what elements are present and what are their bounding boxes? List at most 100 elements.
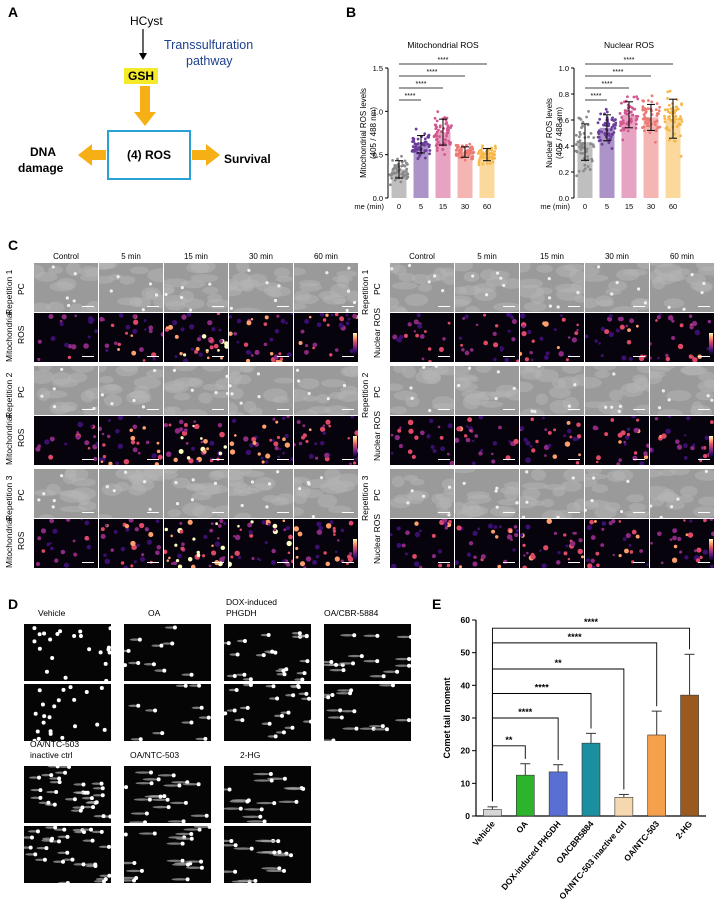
data-point [641, 117, 645, 121]
cell-signal [432, 448, 437, 453]
comet-tail [290, 685, 299, 689]
rounded-cell [495, 505, 499, 509]
scale-bar [438, 306, 450, 307]
comet-assay-image [24, 684, 111, 741]
scale-bar [342, 409, 354, 410]
significance-label: ** [505, 735, 513, 745]
cell-signal [395, 337, 400, 342]
comet-tail [280, 711, 289, 714]
comet-tail [395, 657, 410, 661]
cell-signal [168, 324, 174, 330]
comet-head [84, 690, 89, 695]
cell-shape [59, 490, 88, 503]
scale-bar [212, 409, 224, 410]
cell-signal [216, 313, 221, 316]
comet-field [32, 626, 111, 681]
ros-fluorescence-image [99, 313, 163, 362]
cell-signal [398, 334, 404, 340]
cell-signal [650, 541, 653, 545]
cell-signal [295, 546, 299, 551]
cell-shape [497, 499, 519, 506]
data-point [441, 148, 445, 151]
comet-head [181, 819, 186, 823]
treatment-label: OA [148, 608, 161, 618]
cell-signal [628, 356, 633, 361]
comet-head [273, 734, 278, 739]
phase-contrast-image [455, 366, 519, 415]
cell-signal [269, 337, 274, 342]
scale-bar [698, 459, 710, 460]
cell-signal [429, 418, 434, 424]
comet-tail [242, 684, 251, 687]
comet-head [91, 805, 96, 810]
cell-shape [165, 383, 185, 392]
cell-signal [141, 553, 145, 557]
comet-tail [299, 659, 308, 663]
comet-tail [99, 874, 110, 877]
cell-signal [349, 462, 352, 465]
comet-head [189, 831, 194, 836]
cell-signal [600, 326, 606, 332]
cell-shape [47, 265, 63, 275]
comet-tail [57, 881, 68, 883]
cell-signal [424, 330, 427, 333]
cell-signal [618, 520, 622, 523]
cell-signal [541, 563, 547, 568]
phase-contrast-image [520, 366, 584, 415]
cell-signal [711, 531, 714, 537]
comet-tail [265, 869, 284, 873]
comet-head [234, 687, 239, 692]
comet-head [94, 800, 99, 805]
cell-shape [294, 303, 307, 310]
comet-head [185, 877, 190, 882]
cell-signal [474, 434, 479, 438]
phase-contrast-image [650, 366, 714, 415]
data-point [448, 142, 452, 146]
cell-signal [37, 339, 42, 344]
cell-signal [446, 452, 450, 456]
cell-signal [492, 441, 498, 446]
cell-shape [134, 297, 151, 308]
data-point [435, 130, 439, 134]
data-point [663, 120, 667, 124]
cell-signal [569, 435, 573, 439]
data-point [490, 151, 494, 155]
data-point [654, 123, 657, 127]
cell-signal [692, 357, 698, 362]
data-point [611, 116, 614, 120]
cell-shape [440, 267, 454, 277]
comet-head [272, 801, 277, 806]
data-point [468, 146, 472, 150]
comet-tail [162, 642, 173, 645]
cell-shape [591, 484, 609, 493]
image-texture [520, 519, 584, 568]
comet-tail [30, 788, 41, 792]
comet-head [258, 814, 263, 819]
cell-signal [297, 531, 303, 537]
cell-signal [174, 543, 178, 547]
cell-shape [273, 377, 293, 384]
image-texture [99, 469, 163, 518]
cell-signal [284, 433, 289, 439]
cell-signal [350, 416, 355, 419]
rounded-cell [636, 287, 641, 291]
rounded-cell [295, 368, 300, 372]
comet-head [55, 766, 60, 769]
cell-signal [298, 441, 303, 446]
cell-signal [302, 424, 306, 428]
cell-signal [660, 561, 664, 565]
cell-shape [34, 302, 51, 312]
comet-head [199, 865, 204, 870]
cell-signal [447, 423, 453, 429]
comet-tail [363, 634, 378, 638]
rounded-cell [51, 505, 55, 509]
significance-label: **** [584, 617, 599, 627]
cell-signal [129, 428, 133, 433]
rounded-cell [548, 304, 552, 308]
cell-signal [224, 343, 228, 349]
cell-signal [102, 443, 106, 447]
comet-tail [45, 826, 56, 829]
phase-contrast-image [229, 366, 293, 415]
cell-signal [102, 454, 107, 459]
data-point [654, 120, 658, 124]
